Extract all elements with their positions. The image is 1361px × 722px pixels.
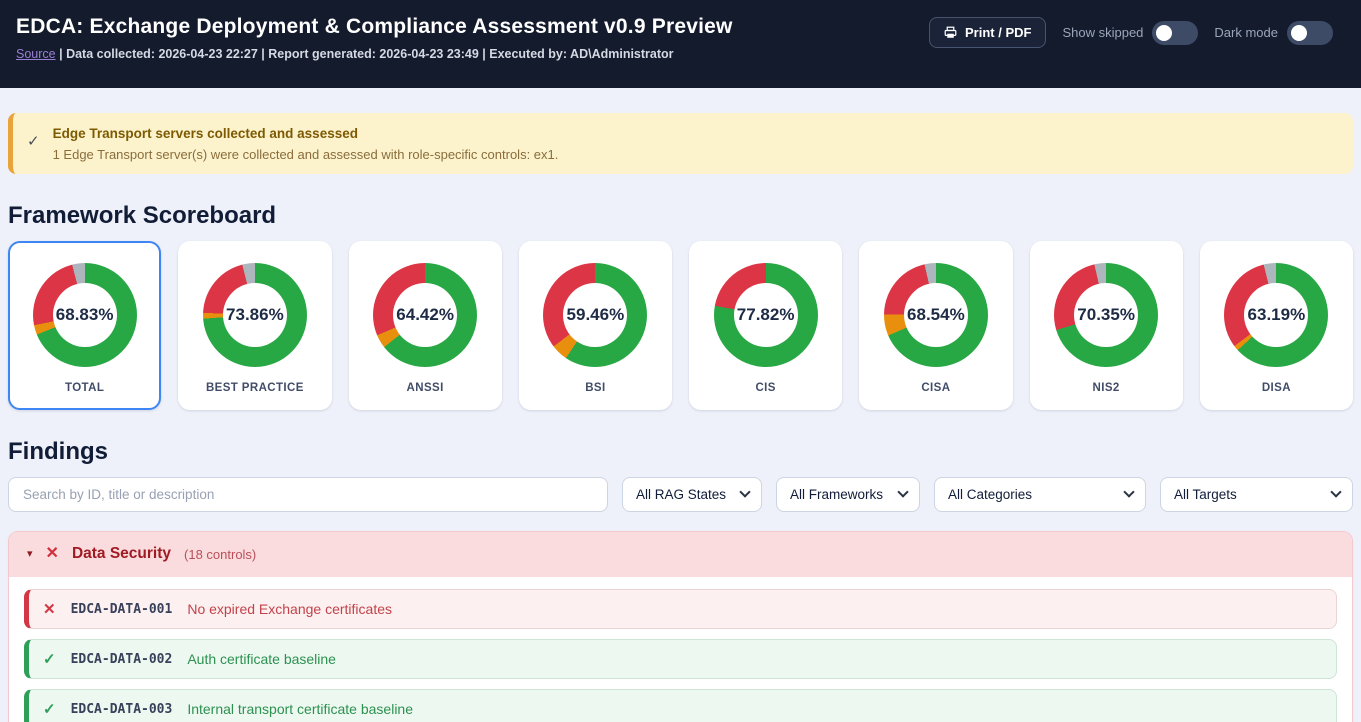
findings-heading: Findings xyxy=(8,438,108,465)
collapse-caret-icon: ▾ xyxy=(27,547,33,560)
fail-status-icon: ✕ xyxy=(43,600,56,618)
edge-transport-alert: ✓ Edge Transport servers collected and a… xyxy=(8,113,1353,174)
finding-row-edca-data-003[interactable]: ✓ EDCA-DATA-003 Internal transport certi… xyxy=(24,689,1337,722)
framework-card-total[interactable]: 68.83% TOTAL xyxy=(8,241,162,410)
source-link[interactable]: Source xyxy=(16,47,56,61)
framework-card-nis2[interactable]: 70.35% NIS2 xyxy=(1029,241,1183,410)
findings-filter-bar: All RAG States All Frameworks All Catego… xyxy=(8,477,1353,512)
score-value: 59.46% xyxy=(566,305,625,324)
framework-label: CISA xyxy=(921,382,951,394)
rag-states-select-wrap: All RAG States xyxy=(622,477,762,512)
framework-card-cisa[interactable]: 68.54% CISA xyxy=(859,241,1013,410)
donut-chart: 68.83% xyxy=(32,263,137,367)
framework-label: BEST PRACTICE xyxy=(205,382,304,394)
toggle-knob xyxy=(1156,24,1173,41)
framework-card-anssi[interactable]: 64.42% ANSSI xyxy=(348,241,502,410)
finding-id: EDCA-DATA-001 xyxy=(70,601,173,617)
score-value: 64.42% xyxy=(396,305,454,324)
score-value: 77.82% xyxy=(736,305,795,324)
finding-id: EDCA-DATA-003 xyxy=(70,701,173,717)
finding-row-edca-data-001[interactable]: ✕ EDCA-DATA-001 No expired Exchange cert… xyxy=(24,589,1337,629)
pass-status-icon: ✓ xyxy=(43,700,56,718)
donut-chart: 68.54% xyxy=(883,263,988,367)
framework-label: ANSSI xyxy=(406,382,444,394)
print-pdf-button[interactable]: Print / PDF xyxy=(929,17,1047,48)
finding-id: EDCA-DATA-002 xyxy=(70,651,173,667)
fail-status-icon: ✕ xyxy=(45,545,59,562)
framework-label: NIS2 xyxy=(1092,382,1120,394)
score-value: 68.83% xyxy=(55,305,114,324)
score-value: 70.35% xyxy=(1077,305,1135,324)
framework-card-bsi[interactable]: 59.46% BSI xyxy=(518,241,672,410)
meta-text: | Data collected: 2026-04-23 22:27 | Rep… xyxy=(59,47,674,61)
search-input[interactable] xyxy=(8,477,608,512)
show-skipped-label: Show skipped xyxy=(1062,25,1144,40)
score-value: 63.19% xyxy=(1247,305,1306,324)
categories-select-wrap: All Categories xyxy=(934,477,1146,512)
rag-states-select[interactable]: All RAG States xyxy=(622,477,762,512)
score-value: 73.86% xyxy=(226,305,284,324)
pass-status-icon: ✓ xyxy=(43,650,56,668)
finding-title: Auth certificate baseline xyxy=(187,651,336,667)
targets-select[interactable]: All Targets xyxy=(1160,477,1353,512)
donut-chart: 63.19% xyxy=(1224,263,1329,367)
donut-chart: 70.35% xyxy=(1054,263,1159,367)
framework-label: DISA xyxy=(1261,382,1291,394)
findings-list: ✕ EDCA-DATA-001 No expired Exchange cert… xyxy=(9,577,1352,722)
header-controls: Print / PDF Show skipped Dark mode xyxy=(929,15,1333,48)
category-section-data-security: ▾ ✕ Data Security (18 controls) ✕ EDCA-D… xyxy=(8,531,1353,722)
alert-title: Edge Transport servers collected and ass… xyxy=(52,126,358,141)
framework-card-disa[interactable]: 63.19% DISA xyxy=(1199,241,1353,410)
alert-body: Edge Transport servers collected and ass… xyxy=(53,124,559,162)
scoreboard-heading: Framework Scoreboard xyxy=(8,202,277,229)
print-pdf-label: Print / PDF xyxy=(965,25,1032,40)
show-skipped-control: Show skipped xyxy=(1062,20,1199,45)
frameworks-select-wrap: All Frameworks xyxy=(776,477,920,512)
report-meta: Source | Data collected: 2026-04-23 22:2… xyxy=(16,47,733,61)
alert-description: 1 Edge Transport server(s) were collecte… xyxy=(52,147,559,162)
show-skipped-toggle[interactable] xyxy=(1152,20,1199,45)
score-value: 68.54% xyxy=(907,305,965,324)
frameworks-select[interactable]: All Frameworks xyxy=(776,477,920,512)
dark-mode-label: Dark mode xyxy=(1214,25,1278,40)
donut-chart: 77.82% xyxy=(713,263,818,367)
donut-chart: 73.86% xyxy=(202,263,307,367)
category-control-count: (18 controls) xyxy=(184,546,257,562)
framework-label: TOTAL xyxy=(64,382,105,394)
category-name: Data Security xyxy=(71,545,172,562)
finding-title: Internal transport certificate baseline xyxy=(187,701,414,717)
check-icon: ✓ xyxy=(27,133,40,150)
dark-mode-toggle[interactable] xyxy=(1287,20,1333,45)
framework-label: BSI xyxy=(585,382,606,394)
categories-select[interactable]: All Categories xyxy=(934,477,1146,512)
page-title: EDCA: Exchange Deployment & Compliance A… xyxy=(16,15,733,38)
category-header-data-security[interactable]: ▾ ✕ Data Security (18 controls) xyxy=(9,532,1352,577)
dark-mode-control: Dark mode xyxy=(1214,20,1333,45)
framework-card-cis[interactable]: 77.82% CIS xyxy=(689,241,843,410)
toggle-knob xyxy=(1291,24,1307,41)
printer-icon xyxy=(944,26,957,39)
finding-title: No expired Exchange certificates xyxy=(187,601,392,617)
donut-chart: 64.42% xyxy=(373,263,478,367)
donut-chart: 59.46% xyxy=(543,263,648,367)
finding-row-edca-data-002[interactable]: ✓ EDCA-DATA-002 Auth certificate baselin… xyxy=(24,639,1337,679)
header-left: EDCA: Exchange Deployment & Compliance A… xyxy=(16,15,733,61)
framework-scoreboard: 68.83% TOTAL 73.86% BEST PRACTICE 64.42%… xyxy=(8,241,1353,410)
framework-label: CIS xyxy=(755,382,776,394)
targets-select-wrap: All Targets xyxy=(1160,477,1353,512)
app-header: EDCA: Exchange Deployment & Compliance A… xyxy=(0,0,1361,88)
framework-card-best-practice[interactable]: 73.86% BEST PRACTICE xyxy=(178,241,332,410)
